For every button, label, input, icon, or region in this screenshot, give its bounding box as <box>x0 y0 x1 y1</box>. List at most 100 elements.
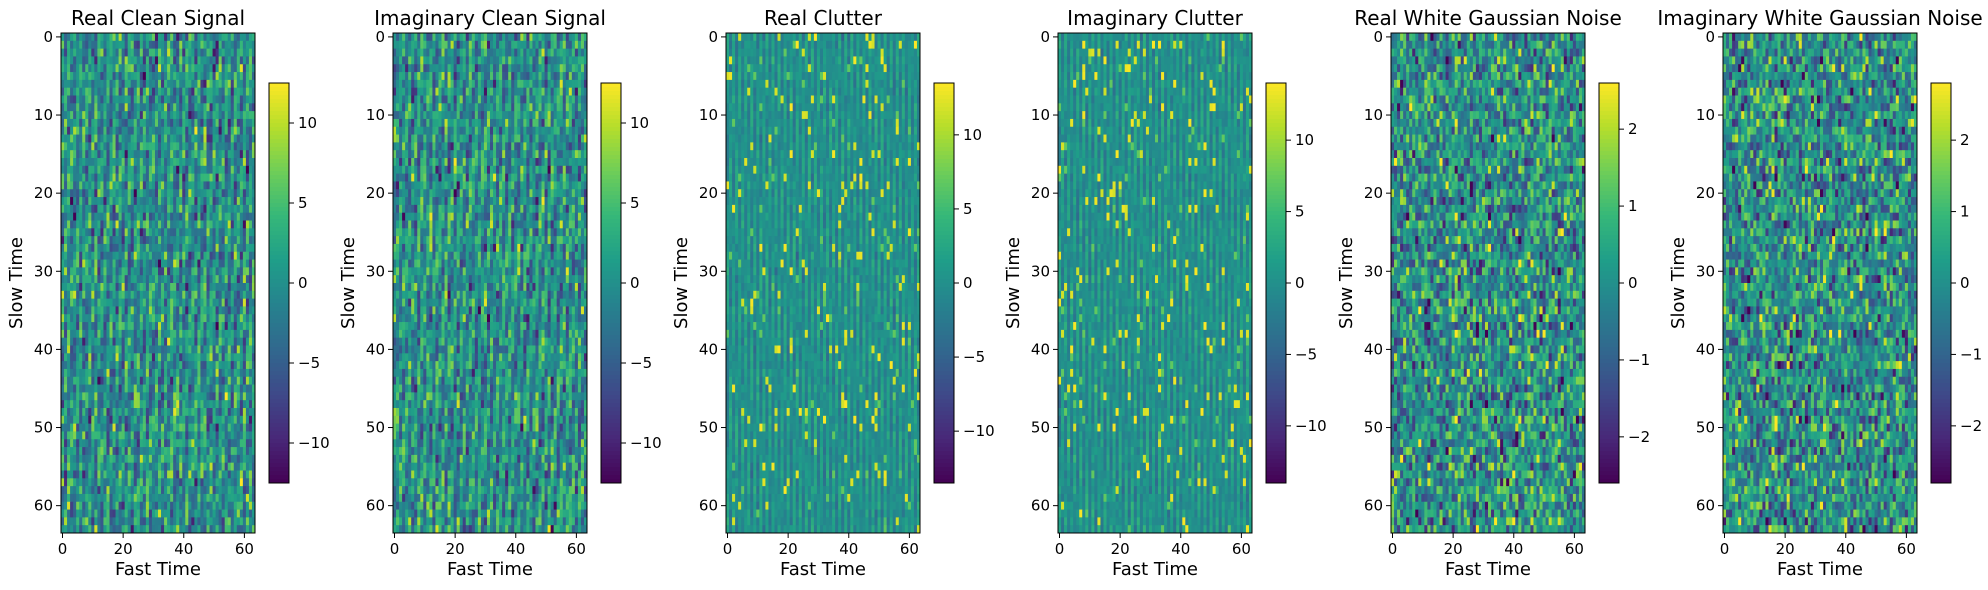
heatmap-cell <box>469 41 472 49</box>
heatmap-cell <box>185 49 188 57</box>
heatmap-cell <box>213 369 216 377</box>
heatmap-cell <box>161 119 164 127</box>
heatmap-cell <box>82 80 85 88</box>
heatmap-cell <box>88 111 91 119</box>
heatmap-cell <box>79 119 82 127</box>
heatmap-cell <box>161 424 164 432</box>
heatmap-cell <box>134 80 137 88</box>
heatmap-cell <box>219 221 222 229</box>
heatmap-cell <box>219 88 222 96</box>
heatmap-cell <box>125 424 128 432</box>
heatmap-cell <box>448 80 451 88</box>
heatmap-cell <box>176 502 179 510</box>
heatmap-cell <box>445 103 448 111</box>
heatmap-cell <box>191 41 194 49</box>
heatmap-cell <box>85 416 88 424</box>
heatmap-cell <box>128 103 131 111</box>
heatmap-cell <box>529 49 532 57</box>
heatmap-cell <box>134 49 137 57</box>
heatmap-cell <box>100 158 103 166</box>
heatmap-cell <box>194 135 197 143</box>
heatmap-cell <box>152 283 155 291</box>
heatmap-cell <box>167 416 170 424</box>
heatmap-cell <box>167 439 170 447</box>
heatmap-cell <box>131 150 134 158</box>
heatmap-cell <box>161 49 164 57</box>
heatmap-cell <box>134 525 137 533</box>
heatmap-cell <box>529 88 532 96</box>
heatmap-cell <box>231 228 234 236</box>
heatmap-cell <box>170 283 173 291</box>
heatmap-cell <box>164 142 167 150</box>
heatmap-cell <box>88 158 91 166</box>
heatmap-cell <box>222 377 225 385</box>
heatmap-cell <box>97 213 100 221</box>
heatmap-cell <box>210 267 213 275</box>
heatmap-cell <box>225 197 228 205</box>
heatmap-cell <box>225 213 228 221</box>
heatmap-cell <box>134 236 137 244</box>
heatmap-cell <box>119 502 122 510</box>
heatmap-cell <box>170 400 173 408</box>
heatmap-cell <box>240 439 243 447</box>
heatmap-cell <box>170 189 173 197</box>
heatmap-cell <box>125 510 128 518</box>
heatmap-cell <box>61 252 64 260</box>
heatmap-cell <box>67 494 70 502</box>
heatmap-cell <box>182 221 185 229</box>
heatmap-cell <box>213 275 216 283</box>
heatmap-cell <box>113 221 116 229</box>
heatmap-cell <box>167 96 170 104</box>
heatmap-cell <box>173 353 176 361</box>
heatmap-cell <box>158 252 161 260</box>
heatmap-cell <box>414 41 417 49</box>
heatmap-cell <box>143 205 146 213</box>
heatmap-cell <box>231 142 234 150</box>
heatmap-cell <box>569 111 572 119</box>
heatmap-cell <box>137 338 140 346</box>
heatmap-cell <box>100 88 103 96</box>
heatmap-cell <box>188 111 191 119</box>
heatmap-cell <box>134 330 137 338</box>
heatmap-cell <box>216 392 219 400</box>
heatmap-cell <box>249 119 252 127</box>
heatmap-cell <box>131 377 134 385</box>
heatmap-cell <box>460 119 463 127</box>
heatmap-cell <box>137 80 140 88</box>
heatmap-cell <box>219 408 222 416</box>
heatmap-cell <box>185 252 188 260</box>
heatmap-cell <box>249 330 252 338</box>
heatmap-cell <box>143 431 146 439</box>
heatmap-cell <box>197 213 200 221</box>
heatmap-cell <box>176 119 179 127</box>
heatmap-cell <box>237 213 240 221</box>
heatmap-cell <box>551 103 554 111</box>
heatmap-cell <box>76 291 79 299</box>
heatmap-cell <box>219 197 222 205</box>
heatmap-cell <box>67 111 70 119</box>
heatmap-cell <box>79 236 82 244</box>
heatmap-cell <box>490 56 493 64</box>
heatmap-cell <box>128 361 131 369</box>
heatmap-cell <box>535 72 538 80</box>
heatmap-cell <box>246 166 249 174</box>
heatmap-cell <box>240 463 243 471</box>
heatmap-cell <box>179 244 182 252</box>
heatmap-cell <box>122 260 125 268</box>
heatmap-cell <box>103 353 106 361</box>
heatmap-cell <box>484 111 487 119</box>
heatmap-cell <box>110 33 113 41</box>
heatmap-cell <box>103 181 106 189</box>
heatmap-cell <box>197 455 200 463</box>
heatmap-cell <box>575 41 578 49</box>
heatmap-cell <box>246 174 249 182</box>
heatmap-cell <box>222 478 225 486</box>
heatmap-cell <box>125 158 128 166</box>
heatmap-cell <box>85 369 88 377</box>
heatmap-cell <box>197 517 200 525</box>
heatmap-cell <box>128 424 131 432</box>
colorbar-tick-label: 5 <box>298 194 308 212</box>
heatmap-cell <box>61 213 64 221</box>
heatmap-cell <box>131 189 134 197</box>
heatmap-cell <box>411 111 414 119</box>
